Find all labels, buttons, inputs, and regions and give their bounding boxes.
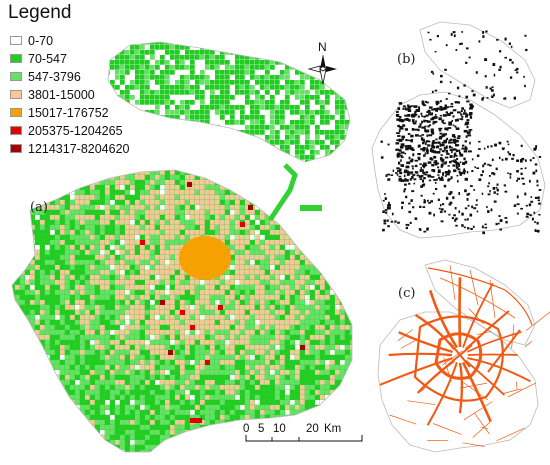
legend-label: 205375-1204265	[28, 124, 123, 138]
legend-swatch	[10, 72, 22, 81]
urban-core-cluster	[179, 236, 231, 280]
island-boundary	[107, 41, 351, 163]
small-island	[300, 205, 322, 211]
north-arrow-icon	[307, 54, 337, 85]
legend-label: 1214317-8204620	[28, 142, 130, 156]
legend-swatch	[10, 54, 22, 63]
legend-swatch	[10, 36, 22, 45]
legend-label: 547-3796	[28, 70, 81, 84]
scale-unit: Km	[324, 423, 342, 435]
scale-tick-10: 10	[273, 423, 286, 435]
legend-label: 15017-176752	[28, 106, 109, 120]
legend-label: 3801-15000	[28, 88, 95, 102]
main-boundary	[11, 169, 353, 453]
scale-tick-5: 5	[258, 423, 265, 435]
scale-bar	[245, 435, 363, 442]
legend-label: 70-547	[28, 52, 67, 66]
legend-swatch	[10, 126, 22, 135]
legend-swatch	[10, 90, 22, 99]
legend-swatch	[10, 144, 22, 153]
panel-label-a: (a)	[30, 200, 48, 215]
panel-label-c: (c)	[398, 286, 416, 301]
island-connector	[267, 163, 298, 222]
panel-b-dot-map	[371, 21, 546, 239]
panel-label-b: (b)	[397, 52, 416, 67]
scale-tick-20: 20	[306, 423, 319, 435]
legend-title: Legend	[8, 2, 72, 23]
legend-label: 0-70	[28, 34, 54, 48]
scale-tick-0: 0	[243, 423, 250, 435]
panel-c-road-network	[377, 259, 550, 453]
legend-swatch	[10, 108, 22, 117]
north-label: N	[318, 40, 327, 54]
